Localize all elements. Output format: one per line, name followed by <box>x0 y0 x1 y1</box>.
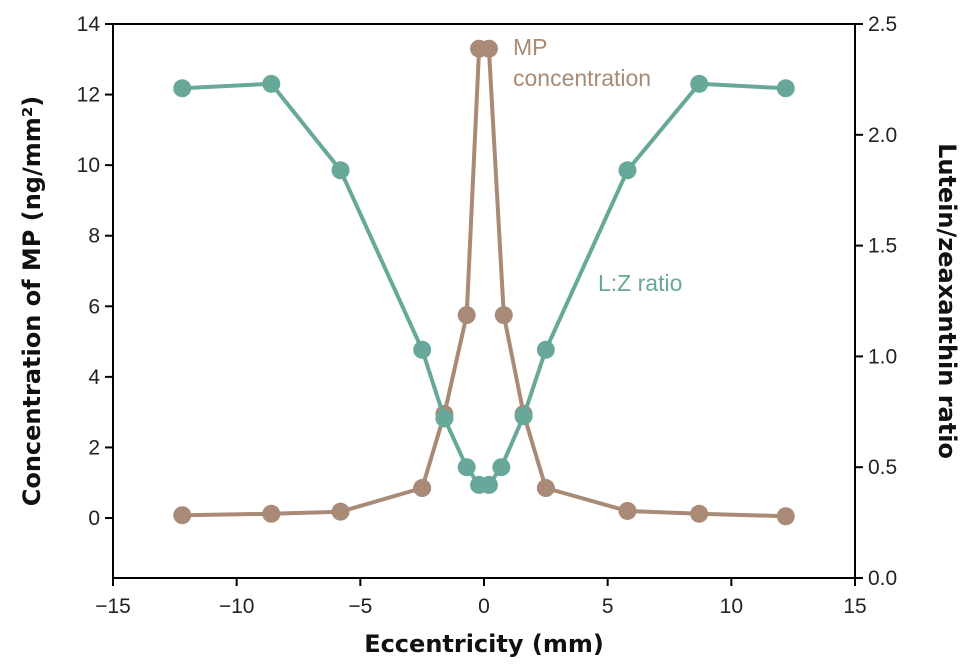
x-tick-label: −10 <box>219 595 255 618</box>
lz-data-point <box>776 79 795 98</box>
lz-data-point <box>536 340 555 359</box>
x-tick-label: −5 <box>348 595 372 618</box>
mp-data-point <box>776 507 795 526</box>
lz-data-point <box>479 475 498 494</box>
mp-data-point <box>331 502 350 521</box>
y-right-axis-title: Lutein/zeaxanthin ratio <box>933 143 961 459</box>
ticks-layer: −15 −10 −5 0 5 10 15 0 2 4 6 8 10 12 14 0.0 0.5 1.0 1.5 2.0… <box>77 13 898 618</box>
y-right-tick-label: 2.5 <box>868 13 897 36</box>
y-right-tick-label: 1.5 <box>868 235 897 258</box>
y-left-tick-label: 2 <box>88 436 100 459</box>
lz-data-point <box>457 458 476 477</box>
plot-frame <box>112 23 856 579</box>
mp-series-label-line2: concentration <box>513 65 651 91</box>
mp-data-point <box>479 39 498 58</box>
lz-data-point <box>618 161 637 180</box>
lz-data-point <box>514 407 533 426</box>
x-tick-label: 0 <box>478 595 490 618</box>
mp-data-point <box>173 506 192 525</box>
mp-series-label-line1: MP <box>513 34 548 60</box>
y-left-tick-label: 4 <box>88 366 100 389</box>
mp-data-point <box>413 479 432 498</box>
lz-data-point <box>435 409 454 428</box>
mp-data-point <box>618 501 637 520</box>
x-tick-label: 5 <box>602 595 614 618</box>
y-right-tick-label: 0.0 <box>868 567 897 590</box>
lz-data-point <box>492 458 511 477</box>
x-tick-label: 15 <box>843 595 866 618</box>
y-left-tick-label: 6 <box>88 295 100 318</box>
lz-series-line <box>182 81 786 487</box>
lz-series-label: L:Z ratio <box>598 270 682 296</box>
y-left-tick-label: 14 <box>77 13 101 36</box>
mp-series-line <box>182 46 786 519</box>
y-left-tick-label: 0 <box>88 507 100 530</box>
y-left-tick-label: 12 <box>77 84 100 107</box>
y-left-axis-title: Concentration of MP (ng/mm²) <box>18 96 46 507</box>
mp-data-point <box>457 306 476 325</box>
y-right-tick-label: 2.0 <box>868 124 897 147</box>
x-tick-label: −15 <box>95 595 131 618</box>
lz-data-point <box>690 74 709 93</box>
y-right-tick-label: 0.5 <box>868 456 897 479</box>
y-right-tick-label: 1.0 <box>868 345 897 368</box>
mp-data-point <box>494 306 513 325</box>
lz-data-point <box>262 74 281 93</box>
lz-data-point <box>173 79 192 98</box>
y-left-tick-label: 10 <box>77 154 100 177</box>
mp-data-point <box>536 479 555 498</box>
series-layer <box>173 39 795 526</box>
x-axis-title: Eccentricity (mm) <box>364 630 604 658</box>
lz-data-point <box>331 161 350 180</box>
x-tick-label: 10 <box>720 595 743 618</box>
mp-data-point <box>262 504 281 523</box>
y-left-tick-label: 8 <box>88 225 100 248</box>
lz-data-point <box>413 340 432 359</box>
mp-data-point <box>690 504 709 523</box>
